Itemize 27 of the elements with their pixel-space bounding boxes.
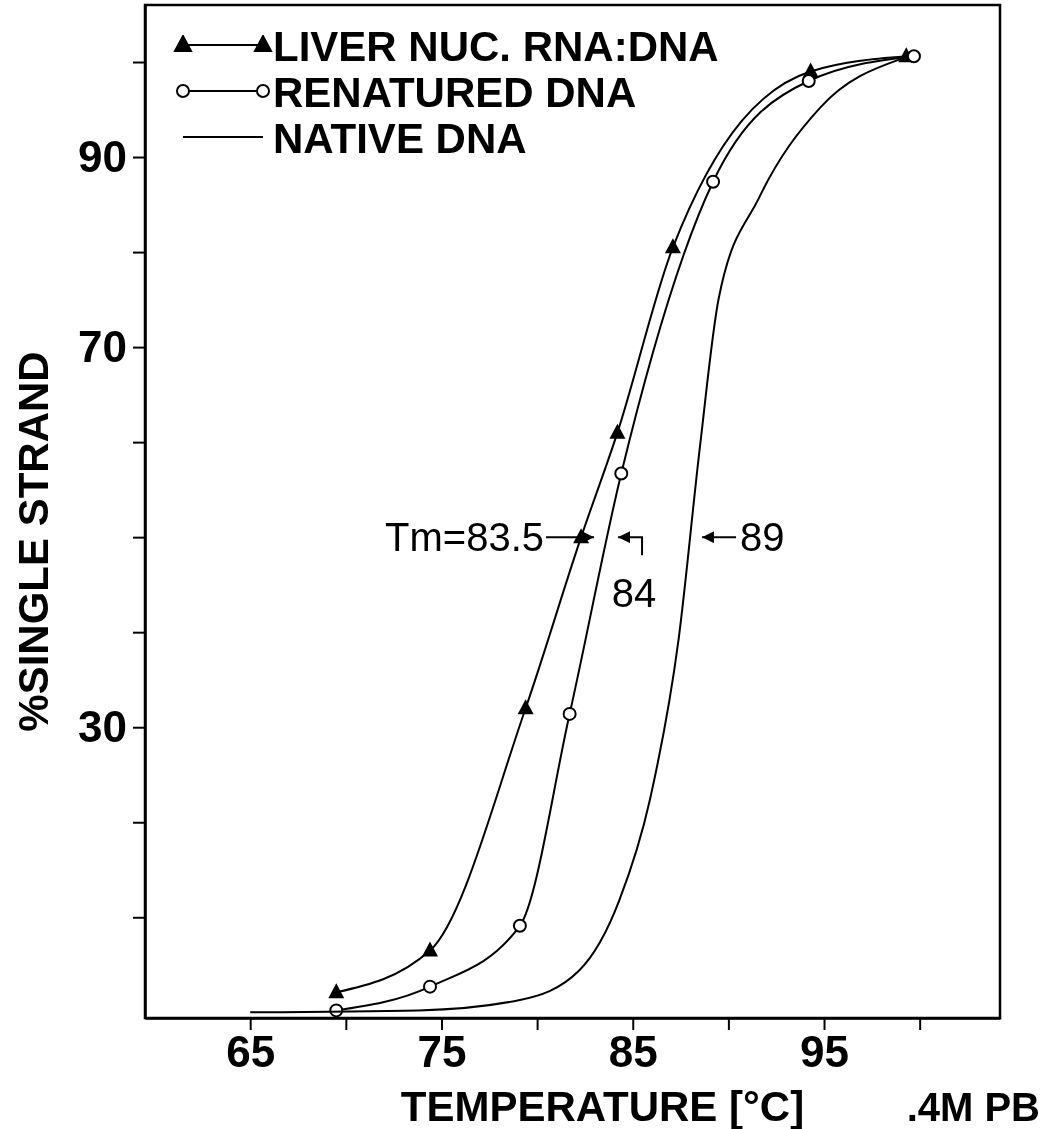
- y-tick-label: 70: [78, 321, 127, 371]
- y-axis-title: %SINGLE STRAND: [10, 351, 57, 732]
- x-tick-label: 85: [608, 1027, 658, 1077]
- point: [706, 174, 721, 189]
- text: .4M PB: [906, 1085, 1040, 1129]
- point: [562, 706, 577, 721]
- x-tick-label: 95: [800, 1027, 849, 1077]
- point: [609, 423, 626, 439]
- legend-label: LIVER NUC. RNA:DNA: [273, 23, 719, 70]
- point: [906, 49, 921, 64]
- point: [517, 699, 534, 715]
- point: [664, 238, 681, 254]
- x-tick-label: 75: [417, 1027, 467, 1077]
- point: [422, 941, 438, 957]
- annotation: Tm=83.5: [385, 515, 545, 560]
- y-tick-label: 90: [78, 131, 127, 181]
- point: [512, 918, 527, 933]
- x-tick-label: 65: [226, 1027, 276, 1077]
- legend-label: NATIVE DNA: [273, 115, 527, 162]
- y-tick-label: 30: [78, 701, 127, 751]
- legend-label: RENATURED DNA: [273, 69, 637, 116]
- point: [801, 74, 816, 89]
- annotation: 89: [740, 515, 785, 560]
- point: [423, 979, 437, 994]
- point: [614, 466, 629, 481]
- point: [328, 983, 345, 999]
- annotation: 84: [611, 571, 657, 616]
